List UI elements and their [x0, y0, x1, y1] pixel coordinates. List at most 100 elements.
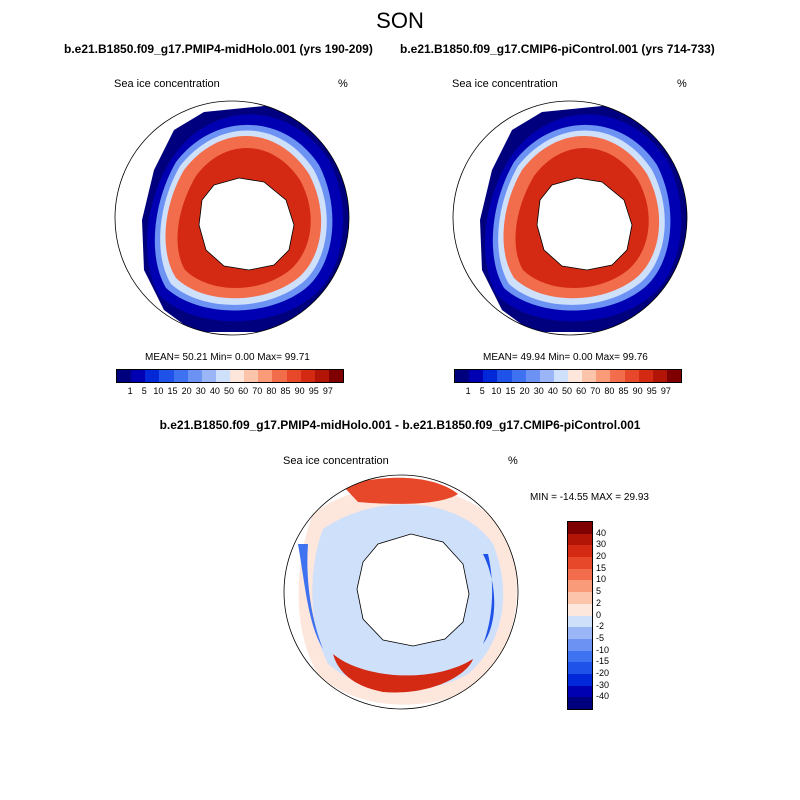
colorbar-tick-label: 97: [322, 386, 333, 396]
colorbar-swatch: [568, 638, 592, 651]
colorbar-tick-label: -40: [596, 691, 610, 702]
colorbar-swatch: [201, 370, 216, 382]
colorbar-tick-label: 85: [618, 386, 629, 396]
right-panel-stats: MEAN= 49.94 Min= 0.00 Max= 99.76: [483, 352, 648, 363]
colorbar-tick-label: 60: [238, 386, 249, 396]
colorbar-swatch: [568, 580, 592, 593]
colorbar-tick-label: 70: [590, 386, 601, 396]
colorbar-tick-label: -2: [596, 621, 605, 632]
colorbar-swatch: [286, 370, 301, 382]
colorbar-tick-label: 30: [195, 386, 206, 396]
colorbar-tick-label: -20: [596, 667, 610, 678]
colorbar-tick-label: -5: [596, 632, 605, 643]
colorbar-tick-label: 1: [127, 386, 133, 396]
colorbar-swatch: [328, 370, 343, 382]
colorbar-swatch: [117, 370, 132, 382]
colorbar-tick-label: 30: [533, 386, 544, 396]
colorbar-swatch: [187, 370, 202, 382]
colorbar-swatch: [568, 697, 592, 709]
left-panel-variable-label: Sea ice concentration: [114, 78, 220, 90]
colorbar-tick-label: 50: [561, 386, 573, 396]
colorbar-swatch: [159, 370, 174, 382]
left-colorbar-ticks: 1 5 10 15 20 30 40 50 60 70 80 85 90 95 97: [116, 386, 344, 398]
figure-title: SON: [376, 8, 424, 33]
colorbar-tick-label: 90: [294, 386, 305, 396]
colorbar-swatch: [610, 370, 625, 382]
left-colorbar: [116, 369, 344, 383]
difference-variable-label: Sea ice concentration: [283, 455, 389, 467]
colorbar-swatch: [568, 685, 592, 698]
right-colorbar-ticks: 1 5 10 15 20 30 40 50 60 70 80 85 90 95 97: [454, 386, 682, 398]
difference-units: %: [508, 455, 518, 467]
colorbar-tick-label: 15: [596, 562, 607, 573]
colorbar-swatch: [497, 370, 512, 382]
colorbar-tick-label: 80: [266, 386, 277, 396]
colorbar-swatch: [652, 370, 667, 382]
colorbar-tick-label: 90: [632, 386, 643, 396]
colorbar-swatch: [568, 615, 592, 628]
colorbar-swatch: [596, 370, 611, 382]
colorbar-tick-label: 10: [596, 574, 607, 585]
difference-colorbar-ticks: 40 30 20 15 10 5 2 0 -2 -5 -10 -15 -20 -30 -40: [596, 521, 626, 708]
colorbar-tick-label: 70: [252, 386, 263, 396]
colorbar-tick-label: 20: [519, 386, 530, 396]
colorbar-swatch: [568, 627, 592, 639]
right-case-title: b.e21.B1850.f09_g17.CMIP6-piControl.001 …: [400, 42, 715, 56]
colorbar-swatch: [244, 370, 259, 382]
colorbar-tick-label: 60: [576, 386, 587, 396]
colorbar-swatch: [539, 370, 554, 382]
colorbar-tick-label: 5: [479, 386, 485, 396]
colorbar-tick-label: 10: [153, 386, 164, 396]
colorbar-swatch: [314, 370, 329, 382]
colorbar-swatch: [568, 603, 592, 616]
colorbar-swatch: [568, 370, 583, 382]
difference-title: b.e21.B1850.f09_g17.PMIP4-midHolo.001 - …: [159, 418, 641, 432]
colorbar-swatch: [272, 370, 287, 382]
colorbar-tick-label: 2: [596, 597, 602, 608]
colorbar-swatch: [258, 370, 273, 382]
colorbar-tick-label: 85: [280, 386, 291, 396]
colorbar-swatch: [638, 370, 653, 382]
colorbar-tick-label: 30: [596, 539, 607, 550]
difference-colorbar: [567, 521, 593, 710]
left-case-title: b.e21.B1850.f09_g17.PMIP4-midHolo.001 (y…: [64, 42, 373, 56]
colorbar-swatch: [568, 650, 592, 663]
colorbar-swatch: [173, 370, 188, 382]
right-colorbar: [454, 369, 682, 383]
colorbar-tick-label: 40: [547, 386, 558, 396]
right-panel-variable-label: Sea ice concentration: [452, 78, 558, 90]
colorbar-swatch: [525, 370, 540, 382]
colorbar-swatch: [568, 592, 592, 604]
colorbar-swatch: [568, 533, 592, 546]
colorbar-tick-label: 5: [596, 586, 602, 597]
colorbar-tick-label: 20: [596, 551, 607, 562]
colorbar-tick-label: 0: [596, 609, 602, 620]
difference-stats: MIN = -14.55 MAX = 29.93: [530, 492, 649, 503]
colorbar-swatch: [483, 370, 498, 382]
colorbar-swatch: [131, 370, 146, 382]
colorbar-swatch: [469, 370, 484, 382]
colorbar-tick-label: 50: [223, 386, 235, 396]
colorbar-swatch: [666, 370, 681, 382]
colorbar-tick-label: 95: [308, 386, 319, 396]
colorbar-tick-label: 15: [505, 386, 516, 396]
colorbar-swatch: [568, 662, 592, 674]
colorbar-tick-label: -30: [596, 679, 610, 690]
colorbar-swatch: [553, 370, 568, 382]
colorbar-swatch: [230, 370, 245, 382]
colorbar-swatch: [568, 557, 592, 569]
left-polar-map: [114, 100, 350, 336]
right-polar-map: [452, 100, 688, 336]
colorbar-swatch: [568, 568, 592, 581]
colorbar-tick-label: 15: [167, 386, 178, 396]
difference-polar-map: [283, 474, 519, 710]
colorbar-swatch: [624, 370, 639, 382]
colorbar-swatch: [215, 370, 230, 382]
colorbar-swatch: [455, 370, 470, 382]
right-panel-units: %: [677, 78, 687, 90]
colorbar-tick-label: 1: [465, 386, 471, 396]
colorbar-tick-label: 97: [660, 386, 671, 396]
colorbar-swatch: [568, 673, 592, 686]
colorbar-tick-label: -10: [596, 644, 610, 655]
colorbar-tick-label: 5: [141, 386, 147, 396]
